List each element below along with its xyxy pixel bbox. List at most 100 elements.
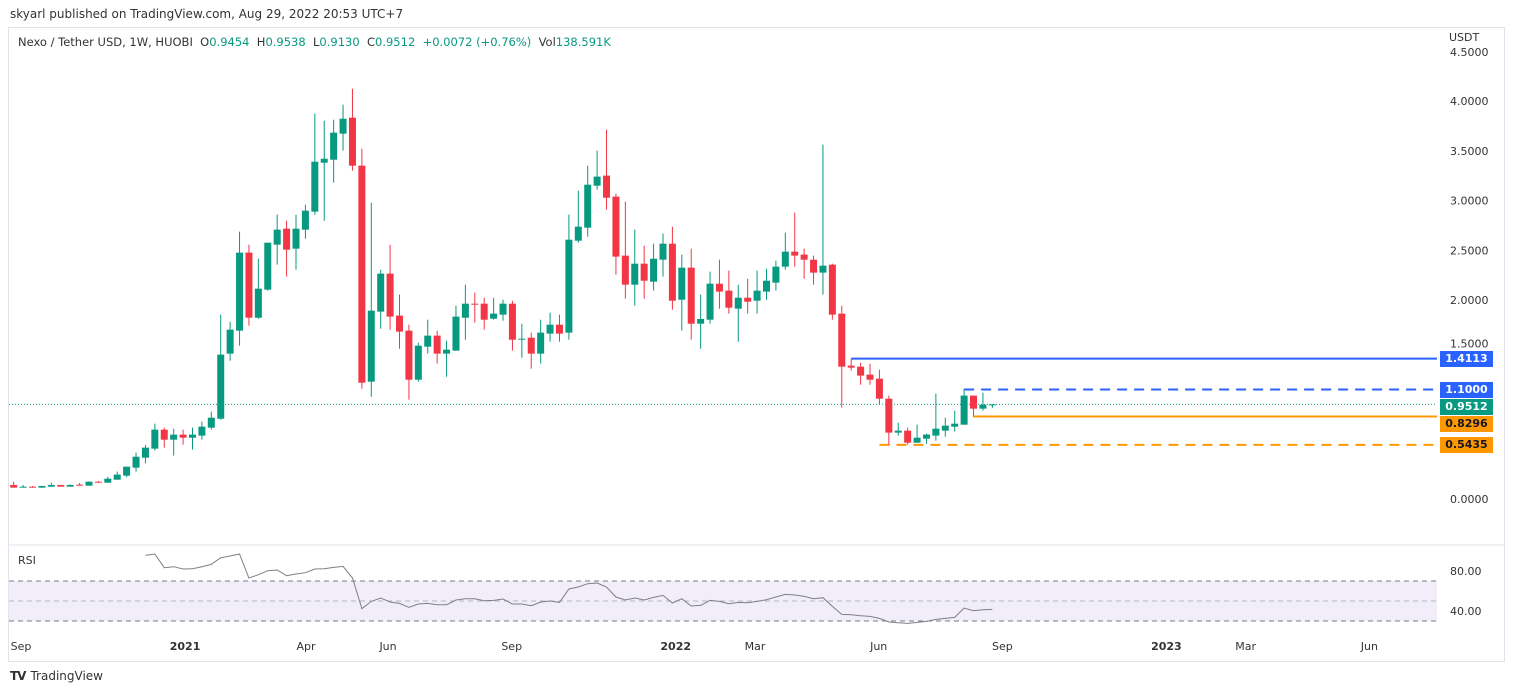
candle[interactable] [631, 229, 639, 306]
candle[interactable] [499, 299, 507, 321]
candle[interactable] [405, 324, 413, 400]
candle[interactable] [715, 259, 723, 309]
candle[interactable] [537, 319, 545, 364]
candle[interactable] [518, 323, 526, 358]
candle[interactable] [640, 245, 648, 299]
candle[interactable] [414, 342, 422, 382]
candle[interactable] [772, 260, 780, 291]
candle[interactable] [29, 486, 37, 488]
candle[interactable] [490, 297, 498, 320]
candle[interactable] [960, 388, 968, 425]
candle[interactable] [734, 284, 742, 342]
candle[interactable] [941, 417, 949, 437]
candle[interactable] [584, 165, 592, 237]
candle[interactable] [904, 427, 912, 445]
candle[interactable] [546, 312, 554, 342]
candle[interactable] [838, 305, 846, 408]
candle[interactable] [132, 452, 140, 472]
candle[interactable] [179, 429, 187, 445]
candle[interactable] [330, 119, 338, 183]
candle[interactable] [508, 300, 516, 351]
candle[interactable] [988, 404, 996, 409]
candle[interactable] [94, 480, 102, 483]
candle[interactable] [970, 395, 978, 417]
currency-label[interactable]: USDT [1449, 31, 1480, 44]
candle[interactable] [781, 232, 789, 270]
candle[interactable] [555, 314, 563, 342]
candle[interactable] [433, 330, 441, 364]
rsi-label[interactable]: RSI [18, 554, 36, 567]
candle[interactable] [593, 150, 601, 190]
candle[interactable] [913, 424, 921, 443]
candle[interactable] [38, 485, 46, 488]
candle[interactable] [951, 410, 959, 432]
candle[interactable] [76, 483, 84, 486]
candle[interactable] [104, 476, 112, 483]
candle[interactable] [480, 297, 488, 330]
candle[interactable] [85, 481, 93, 486]
candle[interactable] [565, 214, 573, 340]
candle[interactable] [320, 120, 328, 221]
candle[interactable] [932, 393, 940, 441]
candle[interactable] [527, 332, 535, 369]
candle[interactable] [819, 144, 827, 295]
candle[interactable] [292, 214, 300, 270]
candle[interactable] [123, 466, 131, 478]
candle[interactable] [791, 212, 799, 267]
candle[interactable] [386, 244, 394, 330]
candle[interactable] [443, 340, 451, 377]
symbol-title[interactable]: Nexo / Tether USD, 1W, HUOBI [18, 35, 193, 49]
candle[interactable] [10, 481, 18, 488]
candle[interactable] [188, 427, 196, 450]
candle[interactable] [66, 484, 74, 487]
candle[interactable] [744, 278, 752, 314]
candle[interactable] [885, 395, 893, 445]
candle[interactable] [857, 362, 865, 385]
candle[interactable] [979, 392, 987, 411]
candle[interactable] [236, 231, 244, 346]
candle[interactable] [283, 220, 291, 277]
candle[interactable] [894, 422, 902, 436]
candle[interactable] [273, 214, 281, 265]
candle[interactable] [377, 269, 385, 329]
candle[interactable] [668, 226, 676, 310]
candle[interactable] [113, 471, 121, 480]
candle[interactable] [847, 358, 855, 371]
candle[interactable] [311, 113, 319, 215]
candle[interactable] [753, 270, 761, 314]
candle[interactable] [367, 202, 375, 397]
candle[interactable] [254, 258, 262, 319]
candle[interactable] [697, 294, 705, 349]
candle[interactable] [461, 284, 469, 340]
candle[interactable] [922, 433, 930, 444]
candle[interactable] [866, 363, 874, 385]
candle[interactable] [687, 248, 695, 340]
candle[interactable] [264, 242, 272, 291]
candle[interactable] [141, 444, 149, 464]
candle[interactable] [875, 369, 883, 405]
candle[interactable] [245, 244, 253, 326]
candle[interactable] [574, 190, 582, 243]
candle[interactable] [348, 88, 356, 171]
rsi-line[interactable] [145, 553, 993, 624]
candle[interactable] [706, 271, 714, 324]
candle[interactable] [170, 428, 178, 456]
candle[interactable] [19, 484, 27, 488]
candle[interactable] [659, 233, 667, 277]
candle[interactable] [47, 482, 55, 487]
candle[interactable] [301, 204, 309, 239]
candle[interactable] [339, 104, 347, 151]
candle[interactable] [471, 292, 479, 323]
candle[interactable] [828, 263, 836, 320]
candle[interactable] [725, 270, 733, 314]
candle[interactable] [810, 255, 818, 285]
candle[interactable] [424, 319, 432, 354]
candle[interactable] [160, 427, 168, 448]
candle[interactable] [621, 201, 629, 299]
candle[interactable] [763, 268, 770, 300]
candle[interactable] [612, 193, 620, 275]
candle[interactable] [358, 148, 366, 389]
candle[interactable] [207, 411, 215, 430]
candle[interactable] [151, 423, 159, 451]
